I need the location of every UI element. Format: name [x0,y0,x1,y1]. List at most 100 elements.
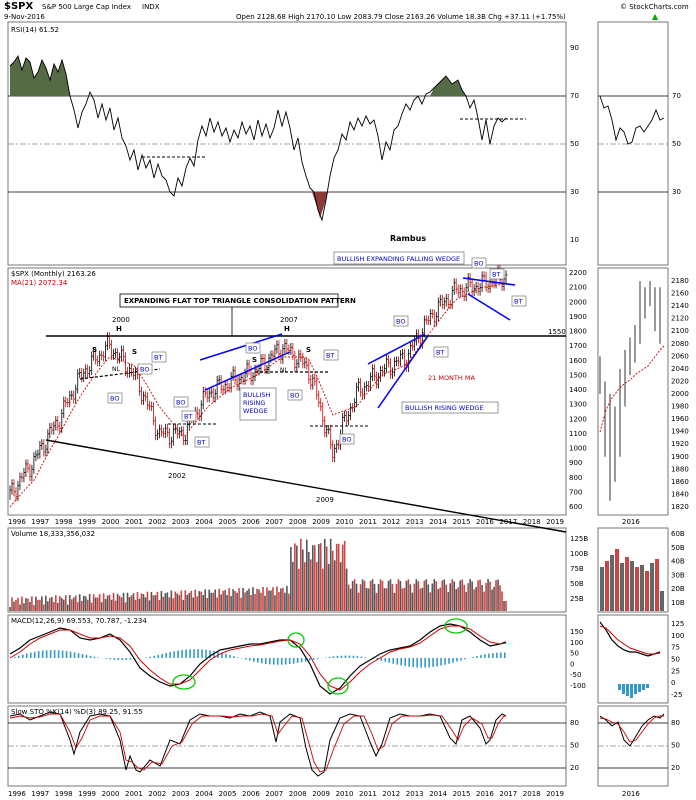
mini-price-bars [599,281,661,501]
volume-bar [419,588,422,611]
volume-bar [148,600,151,611]
year-tick: 2009 [312,518,330,526]
volume-bar [112,592,115,611]
macd-hist-bar [149,656,152,658]
volume-bar [437,588,440,611]
macd-hist-bar [424,658,426,668]
volume-bar [92,594,95,611]
price-tick: 700 [569,488,582,496]
volume-mini-bar [655,559,659,611]
year-tick: 2003 [172,518,190,526]
volume-bar [473,589,475,611]
macd-hist-bar [173,651,175,658]
price-mini-panel [597,267,669,516]
macd-mini-tick: 0 [671,679,675,687]
price-tick: 1800 [569,328,587,336]
tag-box [323,349,339,361]
volume-bar [55,595,57,611]
tag-box [471,257,487,269]
volume-bar [236,592,238,611]
macd-hist-bar [69,651,72,658]
year-tick: 2013 [406,518,424,526]
volume-mini-bar [640,565,644,611]
macd-hist-bar [121,658,124,661]
sto-k-line [9,711,507,777]
macd-hist-bar [328,656,331,658]
volume-bar [158,599,161,611]
volume-bar [45,595,47,611]
macd-mini-hist-bar [646,684,649,688]
year-tick: 2000 [102,518,120,526]
year-tick: 2019 [546,518,564,526]
macd-hist-bar [81,654,84,658]
volume-bar [282,587,284,611]
year-tick: 1996 [8,518,26,526]
volume-bar [479,579,481,611]
price-mini-tick: 2100 [671,327,689,335]
year-tick: 2007 [265,790,283,798]
mini-year-label: 2016 [622,518,640,526]
rsi-tick: 70 [570,92,579,100]
volume-bar [242,587,244,611]
symbol: $SPX [4,1,33,12]
volume-bar [88,593,91,611]
volume-bar [70,599,73,611]
ma-legend: MA(21) 2072.34 [11,279,68,287]
price-tick: 1300 [569,401,587,409]
volume-mini-bar [630,561,634,611]
volume-bar [449,583,452,611]
volume-bar [21,596,23,611]
volume-bar [254,594,256,611]
macd-hist-bar [85,654,88,658]
volume-bar [72,597,75,611]
volume-bar [184,590,187,611]
volume-bar [17,597,19,611]
volume-bar [357,592,360,611]
volume-bar [381,580,384,611]
volume-bar [359,584,362,611]
tag-box [137,363,153,375]
macd-hist-bar [213,650,215,658]
macd-hist-bar [13,656,16,658]
volume-bar [371,579,374,611]
volume-bar [47,601,49,611]
price-mini-tick: 1960 [671,415,689,423]
tag-box [287,389,303,401]
rsi-label: RSI(14) 61.52 [11,26,59,34]
volume-mini-tick: 20B [671,585,685,593]
sto-tick: 20 [570,764,579,772]
volume-bar [477,580,479,611]
volume-bar [339,562,342,611]
volume-bar [57,602,59,611]
volume-bar [319,543,322,611]
year-tick: 2012 [382,518,400,526]
macd-mini-tick: 75 [671,644,680,652]
volume-bar [162,596,165,611]
macd-hist-bar [392,658,395,664]
year-tick: 2004 [195,518,213,526]
volume-bar [60,598,63,611]
macd-hist-bar [272,658,275,665]
year-tick: 1996 [8,790,26,798]
price-mini-tick: 1820 [671,503,689,511]
volume-bar [453,581,456,611]
volume-mini-tick: 30B [671,571,685,579]
macd-hist-bar [504,652,506,658]
volume-bar [49,597,51,611]
sto-mini-d [599,715,664,743]
price-mini-tick: 2120 [671,315,689,323]
bo-tag: BO [140,366,149,374]
macd-hist-bar [65,651,68,658]
volume-bar [250,595,252,611]
macd-hist-bar [384,658,387,662]
volume-bar [15,599,17,611]
volume-bar [379,579,382,611]
price-tick: 2100 [569,284,587,292]
volume-bar [98,594,101,611]
bo-tag: BO [290,392,299,400]
volume-bar [294,543,296,611]
tag-box [393,315,409,327]
volume-bar [439,587,442,611]
macd-hist-bar [476,656,478,658]
